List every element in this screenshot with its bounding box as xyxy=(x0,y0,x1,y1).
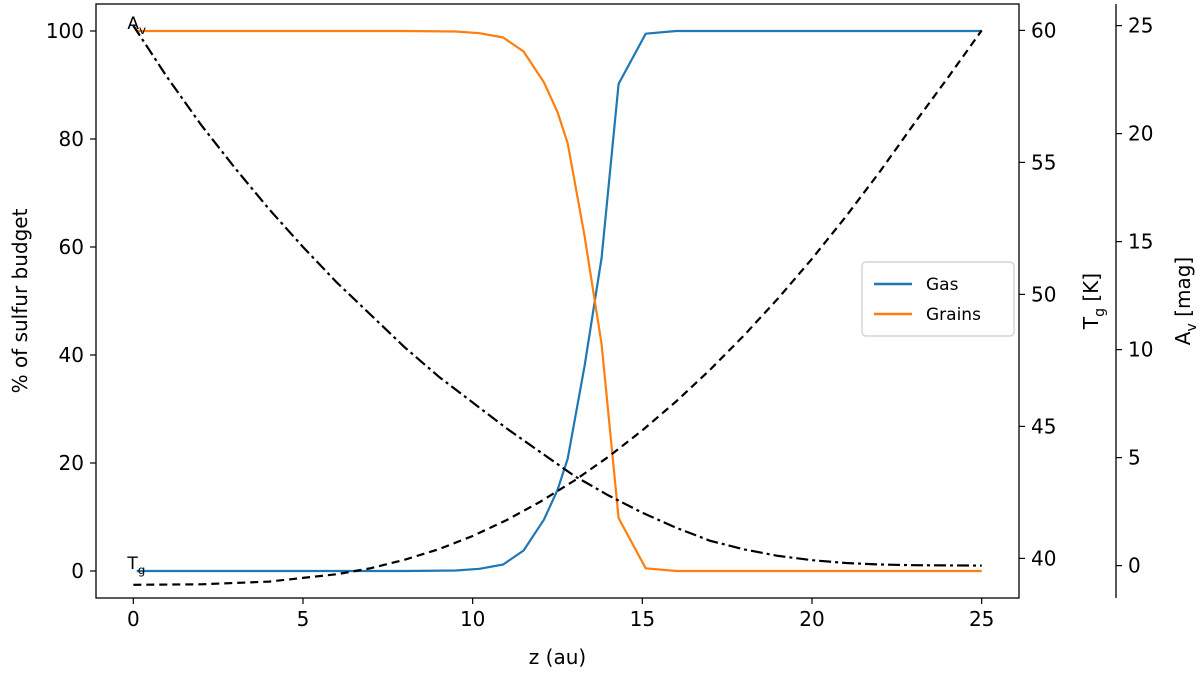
x-tick-label: 15 xyxy=(630,607,655,631)
av-tick-label: 5 xyxy=(1128,446,1141,470)
tg-axis-label: Tg [K] xyxy=(1079,273,1108,330)
series-line-right_tg xyxy=(133,29,983,586)
av-tick-label: 0 xyxy=(1128,554,1141,578)
av-axis-label: Av [mag] xyxy=(1171,257,1200,345)
axes-layer: 0 5 10 15 20 25 0 20 40 60 80 100 40 45 50 55 60 0 5 10 15 20… xyxy=(46,3,1153,631)
tg-tick-label: 60 xyxy=(1031,18,1056,42)
legend-label-grains: Grains xyxy=(926,305,981,325)
y-tick-label: 40 xyxy=(59,343,84,367)
x-tick-label: 10 xyxy=(460,607,485,631)
y-tick-label: 60 xyxy=(59,235,84,259)
legend: Gas Grains xyxy=(861,261,1015,337)
y-tick-label: 100 xyxy=(46,19,84,43)
y-tick-label: 20 xyxy=(59,451,84,475)
plot-frame xyxy=(95,3,1020,599)
series-layer xyxy=(132,24,983,586)
series-line-grains xyxy=(136,29,982,573)
legend-box xyxy=(861,261,1015,337)
annotation-layer: Av Tg xyxy=(126,14,146,577)
tg-tick-label: 55 xyxy=(1031,150,1056,174)
y-tick-label: 0 xyxy=(71,559,84,583)
tg-tick-label: 40 xyxy=(1031,546,1056,570)
tg-tick-label: 45 xyxy=(1031,414,1056,438)
x-tick-label: 5 xyxy=(297,607,310,631)
y-tick-label: 80 xyxy=(59,127,84,151)
x-tick-label: 20 xyxy=(799,607,824,631)
av-tick-label: 20 xyxy=(1128,122,1153,146)
legend-label-gas: Gas xyxy=(926,275,959,295)
y-axis-label: % of sulfur budget xyxy=(8,208,32,393)
av-tick-label: 10 xyxy=(1128,338,1153,362)
av-tick-label: 25 xyxy=(1128,14,1153,38)
x-axis-label: z (au) xyxy=(529,645,586,669)
av-tick-label: 15 xyxy=(1128,230,1153,254)
x-tick-label: 25 xyxy=(969,607,994,631)
series-line-right_av xyxy=(132,24,982,567)
axis-labels: z (au) % of sulfur budget Tg [K] Av [mag] xyxy=(8,208,1200,669)
annotation-av: Av xyxy=(127,14,146,37)
x-tick-label: 0 xyxy=(127,607,140,631)
tg-tick-label: 50 xyxy=(1031,282,1056,306)
annotation-tg: Tg xyxy=(126,554,145,577)
